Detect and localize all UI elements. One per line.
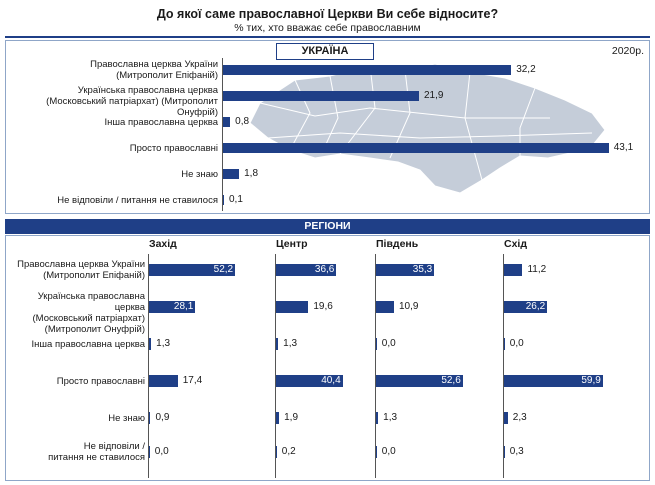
bar (504, 375, 603, 387)
value-label: 32,2 (516, 64, 536, 75)
value-label: 36,6 (314, 264, 335, 275)
bar (504, 446, 505, 458)
bar (376, 446, 377, 458)
year-note: 2020р. (611, 45, 644, 57)
bar (376, 338, 377, 350)
value-label: 52,6 (441, 375, 461, 386)
regions-header: РЕГІОНИ (5, 219, 650, 234)
category-label: Українська православна церква (Московськ… (46, 85, 218, 118)
value-label: 0,0 (381, 446, 396, 457)
region-axis (148, 254, 149, 478)
category-label: Не знаю (108, 412, 145, 424)
value-label: 17,4 (182, 375, 203, 386)
value-label: 0,0 (509, 338, 524, 349)
ukraine-axis (222, 58, 223, 211)
bar (276, 446, 277, 458)
value-label: 1,3 (283, 338, 298, 349)
bar (276, 301, 309, 313)
chart-subtitle: % тих, хто вважає себе православним (234, 22, 421, 34)
bar (149, 338, 152, 350)
value-label: 0,9 (155, 412, 170, 423)
value-label: 26,2 (525, 301, 546, 312)
value-label: 11,2 (527, 264, 547, 275)
value-label: 0,0 (381, 338, 396, 349)
region-header: Схід (504, 238, 528, 250)
category-label: Не знаю (181, 168, 218, 180)
value-label: 52,2 (213, 264, 234, 275)
bar (223, 143, 609, 153)
region-header: Південь (376, 238, 419, 250)
region-axis (503, 254, 504, 478)
bar (276, 412, 280, 424)
bar (149, 301, 196, 313)
bar (504, 338, 505, 350)
category-label: Українська православна церква (Московськ… (32, 290, 145, 335)
category-label: Інша православна церква (104, 116, 218, 128)
bar (149, 264, 236, 276)
category-label: Просто православні (129, 142, 218, 154)
value-label: 19,6 (313, 301, 333, 312)
bar (504, 412, 508, 424)
bar (149, 375, 178, 387)
title-underline (5, 36, 650, 38)
value-label: 1,3 (156, 338, 171, 349)
value-label: 0,8 (235, 116, 250, 127)
category-label: Інша православна церква (31, 338, 145, 350)
ukraine-badge: УКРАЇНА (276, 43, 374, 60)
bar (223, 91, 419, 101)
value-label: 1,3 (383, 412, 398, 423)
regions-panel (5, 235, 650, 481)
value-label: 43,1 (613, 142, 634, 153)
chart-title: До якої саме православної Церкви Ви себе… (156, 7, 499, 21)
region-header: Захід (149, 238, 177, 250)
value-label: 28,1 (173, 301, 194, 312)
bar (276, 264, 337, 276)
category-label: Не відповіли / питання не ставилося (57, 194, 218, 206)
ukraine-map-shape (249, 63, 606, 194)
bar (376, 375, 463, 387)
value-label: 59,9 (581, 375, 601, 386)
value-label: 1,8 (244, 168, 259, 179)
value-label: 0,2 (281, 446, 296, 457)
bar (504, 301, 548, 313)
bar (223, 169, 240, 179)
ukraine-map-icon (249, 63, 606, 194)
bar (376, 412, 379, 424)
bar (223, 195, 224, 205)
bar (276, 375, 343, 387)
category-label: Не відповіли / питання не ставилося (48, 441, 145, 463)
value-label: 21,9 (424, 90, 444, 101)
value-label: 2,3 (512, 412, 527, 423)
value-label: 10,9 (398, 301, 419, 312)
bar (504, 264, 523, 276)
region-header: Центр (276, 238, 308, 250)
value-label: 0,3 (509, 446, 524, 457)
bar (149, 446, 150, 458)
value-label: 0,1 (229, 194, 243, 205)
bar (276, 338, 279, 350)
category-label: Православна церква України (Митрополит Е… (90, 59, 218, 81)
bar (223, 65, 512, 75)
value-label: 1,9 (284, 412, 299, 423)
bar (149, 412, 151, 424)
value-label: 35,3 (412, 264, 433, 275)
category-label: Православна церква України (Митрополит Е… (17, 259, 145, 281)
region-axis (375, 254, 376, 478)
region-axis (275, 254, 276, 478)
bar (223, 117, 231, 127)
bar (376, 264, 435, 276)
category-label: Просто православні (56, 375, 145, 387)
bar (376, 301, 394, 313)
value-label: 0,0 (154, 446, 169, 457)
value-label: 40,4 (321, 375, 341, 386)
